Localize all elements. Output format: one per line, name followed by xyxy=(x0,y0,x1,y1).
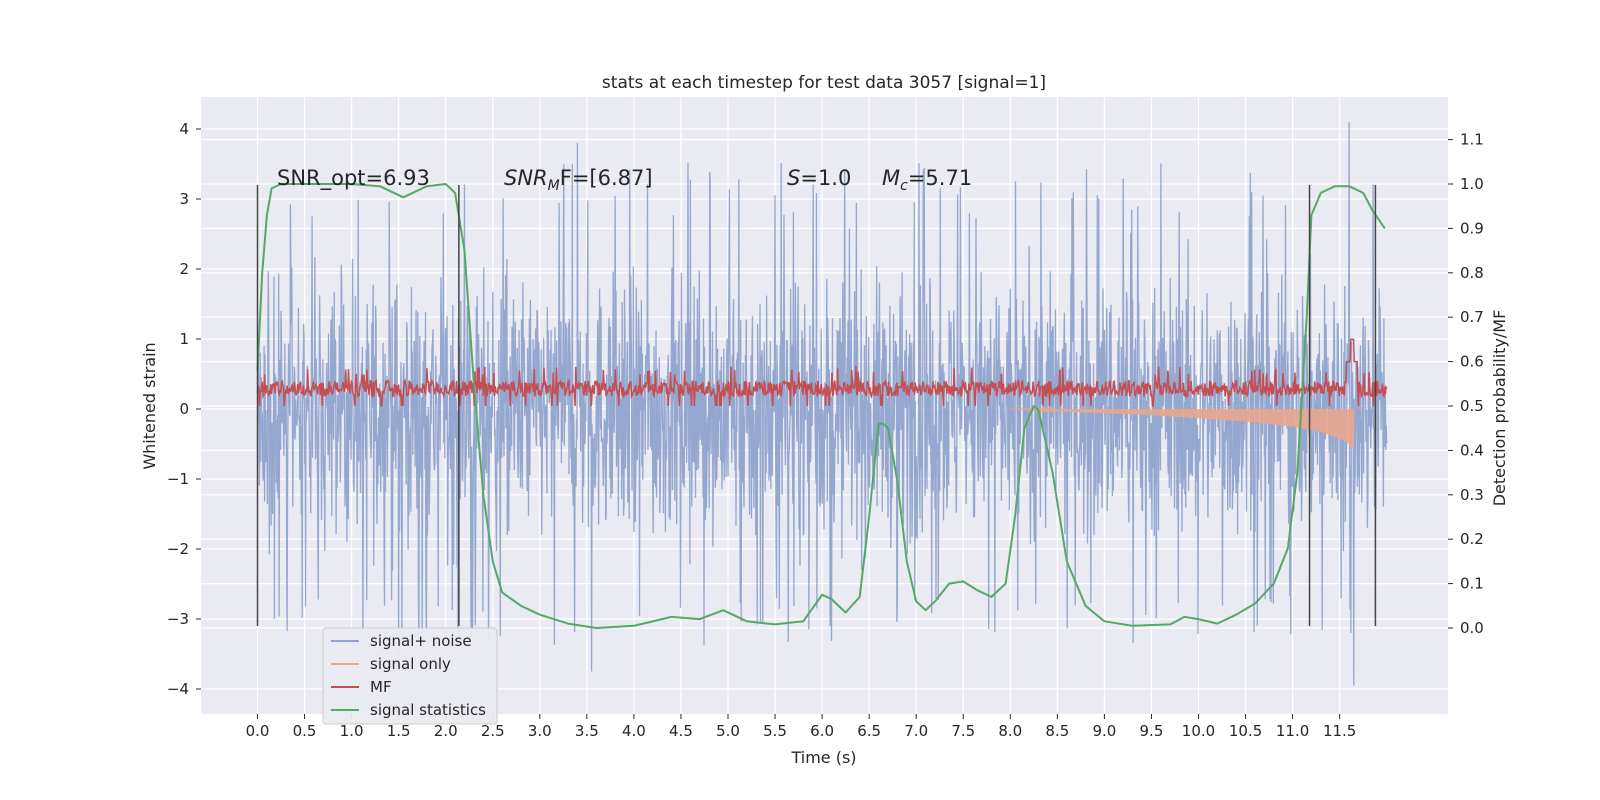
y-axis-left-label: Whitened strain xyxy=(140,342,159,469)
series-layer xyxy=(256,121,1388,686)
y-right-tick-label: 0.7 xyxy=(1460,308,1484,326)
x-tick-label: 10.0 xyxy=(1182,722,1215,740)
y-right-tick-label: 0.5 xyxy=(1460,397,1484,415)
y-right-tick-label: 0.6 xyxy=(1460,353,1484,371)
y-left-tick-label: −2 xyxy=(167,540,189,558)
y-right-tick-label: 0.1 xyxy=(1460,575,1484,593)
x-tick-label: 2.0 xyxy=(434,722,458,740)
y-right-tick-label: 0.9 xyxy=(1460,219,1484,237)
y-right-tick-label: 0.0 xyxy=(1460,619,1484,637)
x-tick-label: 9.0 xyxy=(1092,722,1116,740)
y-axis-right-label: Detection probability/MF xyxy=(1490,310,1509,507)
y-right-tick-label: 0.3 xyxy=(1460,486,1484,504)
legend-label-signal-statistics: signal statistics xyxy=(370,701,486,719)
vertical-markers xyxy=(256,185,1377,626)
chart-title: stats at each timestep for test data 305… xyxy=(602,73,1046,93)
x-tick-label: 4.0 xyxy=(622,722,646,740)
y-left-tick-label: −4 xyxy=(167,680,189,698)
x-tick-label: 11.0 xyxy=(1276,722,1309,740)
y-left-tick-label: 4 xyxy=(179,120,189,138)
legend-label-signal-only: signal only xyxy=(370,655,451,673)
annotation-snr-opt: SNR_opt=6.93 xyxy=(277,166,430,191)
legend: signal+ noise signal only MF signal stat… xyxy=(322,627,498,725)
x-tick-label: 5.0 xyxy=(716,722,740,740)
y-left-tick-label: −3 xyxy=(167,610,189,628)
legend-label-signal-noise: signal+ noise xyxy=(370,632,472,650)
x-tick-label: 4.5 xyxy=(669,722,693,740)
y-right-tick-label: 0.4 xyxy=(1460,441,1484,459)
y-right-tick-label: 1.1 xyxy=(1460,131,1484,149)
x-tick-label: 1.5 xyxy=(387,722,411,740)
x-tick-label: 8.0 xyxy=(998,722,1022,740)
x-tick-label: 6.5 xyxy=(857,722,881,740)
x-axis-ticks: 0.0 0.5 1.0 1.5 2.0 2.5 3.0 3.5 4.0 4.5 5.0 5.5 6.0 6… xyxy=(246,714,1356,740)
y-axis-right-ticks: 1.1 1.0 0.9 0.8 0.7 0.6 0.5 0.4 0.3 0.2 0.1 0.0 xyxy=(1448,131,1484,637)
x-tick-label: 3.0 xyxy=(528,722,552,740)
y-right-tick-label: 0.2 xyxy=(1460,530,1484,548)
legend-box xyxy=(322,627,498,725)
x-tick-label: 7.0 xyxy=(904,722,928,740)
x-tick-label: 2.5 xyxy=(481,722,505,740)
x-tick-label: 11.5 xyxy=(1323,722,1356,740)
annotation-snr-mf: SNRMF=[6.87] xyxy=(504,166,653,194)
y-left-tick-label: 2 xyxy=(179,260,189,278)
y-left-tick-label: −1 xyxy=(167,470,189,488)
y-axis-left-ticks: 4 3 2 1 0 −1 −2 −3 −4 xyxy=(167,120,201,698)
series-line-signal-statistics xyxy=(256,183,1386,629)
series-line-mf xyxy=(256,338,1388,407)
y-right-tick-label: 1.0 xyxy=(1460,175,1484,193)
y-left-tick-label: 3 xyxy=(179,190,189,208)
x-tick-label: 1.0 xyxy=(340,722,364,740)
x-tick-label: 6.0 xyxy=(810,722,834,740)
x-tick-label: 5.5 xyxy=(763,722,787,740)
x-tick-label: 0.0 xyxy=(246,722,270,740)
x-tick-label: 3.5 xyxy=(575,722,599,740)
y-right-tick-label: 0.8 xyxy=(1460,264,1484,282)
y-left-tick-label: 1 xyxy=(179,330,189,348)
y-left-tick-label: 0 xyxy=(179,400,189,418)
x-tick-label: 8.5 xyxy=(1045,722,1069,740)
x-tick-label: 7.5 xyxy=(951,722,975,740)
legend-label-mf: MF xyxy=(370,678,392,696)
series-line-signal-only xyxy=(1010,406,1355,450)
annotation-s: S=1.0 xyxy=(787,166,851,190)
x-tick-label: 10.5 xyxy=(1229,722,1262,740)
annotation-mc: Mc=5.71 xyxy=(882,166,972,194)
series-line-signal-noise xyxy=(256,121,1388,686)
x-tick-label: 0.5 xyxy=(293,722,317,740)
x-axis-label: Time (s) xyxy=(790,748,856,767)
x-tick-label: 9.5 xyxy=(1140,722,1164,740)
